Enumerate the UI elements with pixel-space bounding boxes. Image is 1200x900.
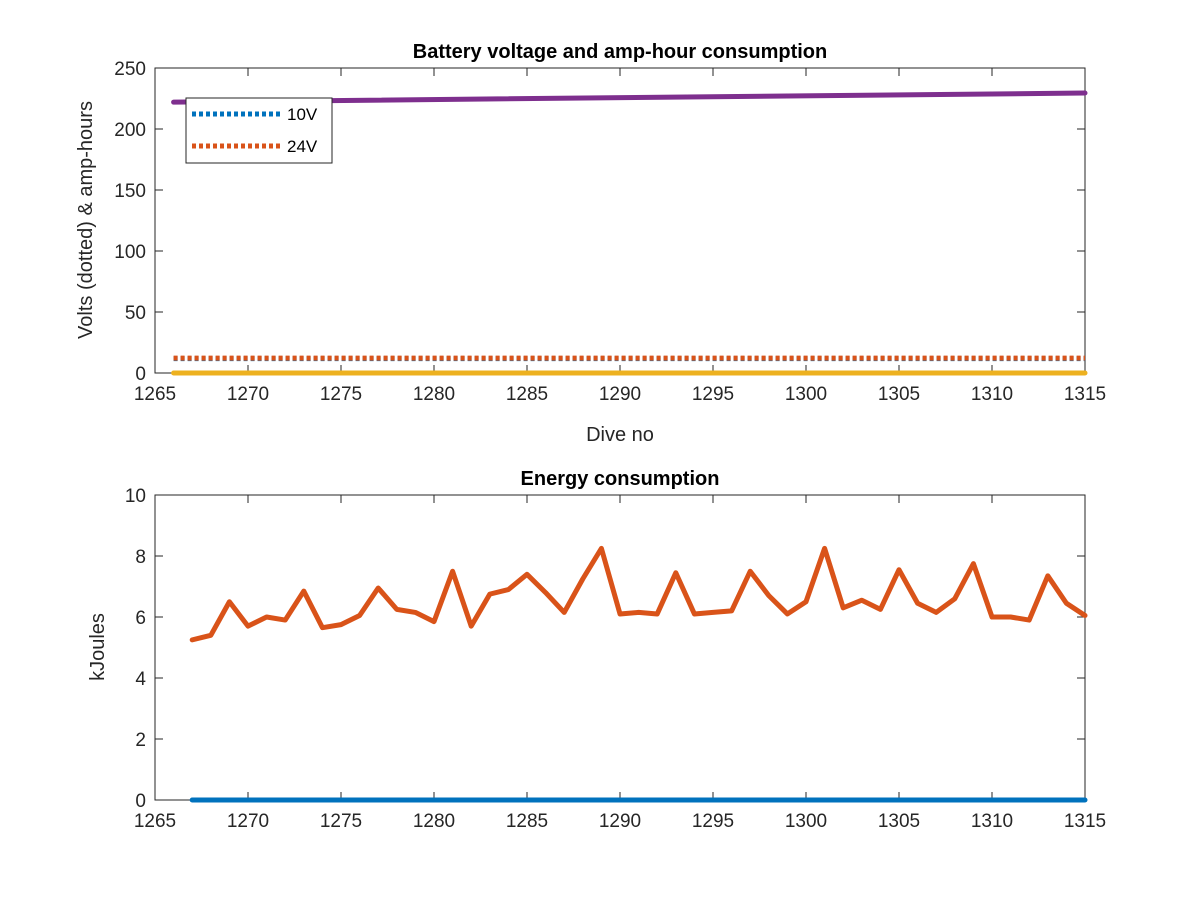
- x-tick-label: 1315: [1064, 811, 1106, 832]
- x-tick-label: 1310: [971, 384, 1013, 405]
- series-line-1: [189, 545, 1088, 643]
- legend-label-24v: 24V: [287, 137, 318, 156]
- y-tick-label: 10: [125, 486, 146, 507]
- y-tick-label: 100: [114, 242, 146, 263]
- x-tick-label: 1265: [134, 384, 176, 405]
- x-tick-label: 1290: [599, 384, 641, 405]
- y-tick-label: 200: [114, 120, 146, 141]
- axes-box: [154, 67, 1086, 374]
- y-tick-label: 250: [114, 59, 146, 80]
- y-tick-label: 0: [135, 364, 146, 385]
- x-tick-label: 1295: [692, 811, 734, 832]
- x-tick-label: 1295: [692, 384, 734, 405]
- y-tick-label: 6: [135, 608, 146, 629]
- y-axis-label: kJoules: [87, 613, 109, 681]
- x-axis-label: Dive no: [586, 424, 654, 446]
- x-tick-label: 1275: [320, 811, 362, 832]
- y-tick-label: 4: [135, 669, 146, 690]
- x-tick-label: 1300: [785, 811, 827, 832]
- x-tick-label: 1315: [1064, 384, 1106, 405]
- plot-title: Energy consumption: [521, 468, 720, 490]
- x-tick-label: 1280: [413, 811, 455, 832]
- y-axis-label: Volts (dotted) & amp-hours: [75, 101, 97, 339]
- plot-title: Battery voltage and amp-hour consumption: [413, 41, 827, 63]
- legend-label-10v: 10V: [287, 105, 318, 124]
- x-tick-label: 1280: [413, 384, 455, 405]
- energy-consumption-plot: Energy consumption kJoules 1265 1270 1275 1…: [87, 468, 1106, 832]
- x-tick-label: 1290: [599, 811, 641, 832]
- x-tick-label: 1310: [971, 811, 1013, 832]
- y-tick-label: 8: [135, 547, 146, 568]
- x-tick-label: 1270: [227, 811, 269, 832]
- legend: 10V 24V: [185, 97, 333, 164]
- x-tick-label: 1270: [227, 384, 269, 405]
- x-tick-label: 1300: [785, 384, 827, 405]
- voltage-amp-hour-plot: Battery voltage and amp-hour consumption…: [75, 41, 1106, 446]
- x-tick-label: 1305: [878, 811, 920, 832]
- y-tick-label: 0: [135, 791, 146, 812]
- x-tick-label: 1285: [506, 811, 548, 832]
- y-tick-label: 150: [114, 181, 146, 202]
- axes-box: [154, 494, 1086, 801]
- x-tick-label: 1305: [878, 384, 920, 405]
- x-tick-label: 1265: [134, 811, 176, 832]
- legend-box: [185, 97, 333, 164]
- x-tick-label: 1275: [320, 384, 362, 405]
- x-tick-label: 1285: [506, 384, 548, 405]
- y-tick-label: 2: [135, 730, 146, 751]
- y-tick-label: 50: [125, 303, 146, 324]
